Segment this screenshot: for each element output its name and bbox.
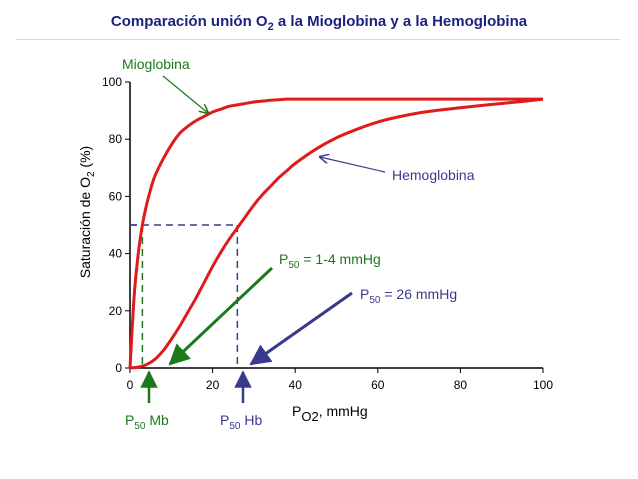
- chart-title: Comparación unión O2 a la Mioglobina y a…: [111, 13, 528, 33]
- hemoglobina-label: Hemoglobina: [392, 167, 475, 183]
- y-tick-label: 20: [109, 304, 123, 318]
- y-tick-label: 100: [102, 75, 122, 89]
- p50-mb-value-label: P50 = 1-4 mmHg: [279, 251, 381, 271]
- curve-hemoglobina: [129, 97, 544, 370]
- x-tick-label: 40: [289, 378, 303, 392]
- x-tick-label: 80: [454, 378, 468, 392]
- y-tick-label: 40: [109, 247, 123, 261]
- y-tick-label: 0: [115, 361, 122, 375]
- y-tick-label: 60: [109, 189, 123, 203]
- x-tick-label: 0: [127, 378, 134, 392]
- x-tick-label: 60: [371, 378, 385, 392]
- curves: [128, 97, 544, 370]
- title-divider: [16, 39, 620, 40]
- tick-labels: 0 20 40 60 80 100 0 20 40 60 80 100: [102, 75, 553, 392]
- x-axis-label: PO2, mmHg: [292, 403, 368, 424]
- curve-mioglobina: [128, 97, 543, 369]
- y-axis-label: Saturación de O2 (%): [77, 146, 97, 278]
- p50-mb-label: P50 Mb: [125, 412, 169, 432]
- p50-guides: [130, 224, 239, 368]
- mioglobina-pointer: [162, 75, 208, 113]
- p50-hb-label: P50 Hb: [220, 412, 262, 432]
- p50-mb-arrow: [168, 266, 274, 366]
- p50-hb-arrow: [249, 291, 353, 366]
- x-tick-label: 100: [533, 378, 553, 392]
- mioglobina-label: Mioglobina: [122, 56, 190, 72]
- p50-hb-value-label: P50 = 26 mmHg: [360, 286, 457, 306]
- hemoglobina-pointer: [320, 157, 386, 173]
- y-tick-label: 80: [109, 132, 123, 146]
- x-tick-label: 20: [206, 378, 220, 392]
